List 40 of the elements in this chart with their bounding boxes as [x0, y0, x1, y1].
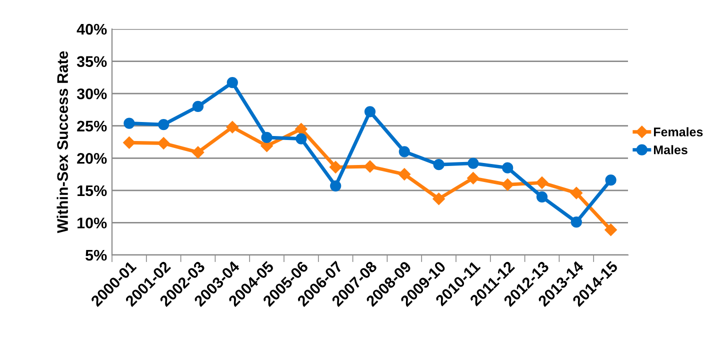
point [124, 118, 135, 129]
point [192, 100, 204, 112]
point [604, 224, 617, 236]
y-axis-title: Within-Sex Success Rate [56, 51, 68, 234]
point [192, 146, 204, 158]
point [570, 216, 582, 228]
point [433, 159, 444, 170]
point [330, 180, 342, 192]
point [364, 106, 376, 118]
point [468, 158, 479, 169]
point [296, 133, 307, 144]
point [467, 172, 480, 184]
point [536, 176, 548, 189]
point [398, 146, 410, 158]
point [432, 192, 445, 205]
legend-label: Males [654, 145, 688, 154]
y-tick-label: 35% [76, 56, 107, 67]
y-tick-label: 20% [77, 153, 107, 164]
point [158, 119, 170, 130]
point [330, 161, 342, 174]
point [570, 186, 582, 200]
point [261, 132, 272, 144]
point [536, 191, 548, 202]
point [502, 178, 514, 191]
point [398, 168, 410, 180]
y-tick-label: 25% [77, 120, 107, 132]
y-tick-label: 15% [78, 185, 107, 196]
point [502, 162, 514, 174]
y-tick-label: 30% [76, 88, 107, 100]
point [295, 122, 308, 136]
y-tick-label: 10% [78, 218, 107, 228]
point [364, 160, 376, 173]
y-tick-label: 5% [86, 250, 107, 261]
point [226, 77, 238, 88]
point [605, 174, 616, 186]
point [123, 136, 136, 149]
point [226, 121, 238, 134]
legend-label: Females [654, 127, 703, 136]
point [158, 137, 170, 150]
y-tick-label: 40% [76, 24, 107, 35]
